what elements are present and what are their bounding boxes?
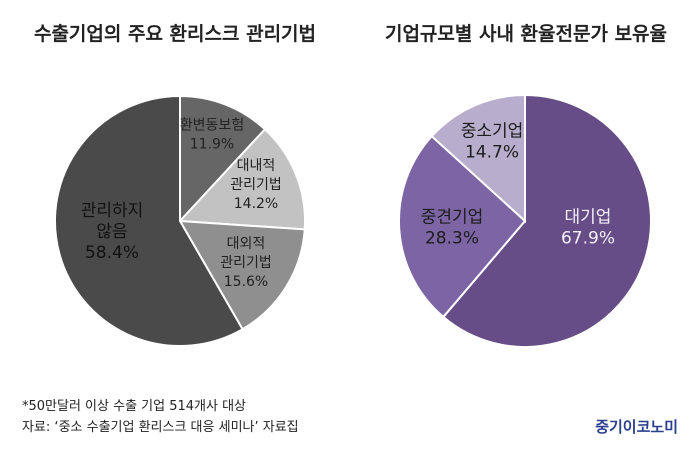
pie-slice-0-3 — [54, 94, 244, 347]
chart-title-risk-management: 수출기업의 주요 환리스크 관리기법 — [34, 23, 316, 45]
brand-logo: 중기이코노미 — [595, 418, 678, 436]
pie-slice-0-0 — [179, 94, 267, 224]
source-note: 자료: ‘중소 수출기업 환리스크 대응 세미나’ 자료집 — [22, 420, 299, 435]
pie-chart-fx-expert-ratio: 대기업 67.9% 중견기업 28.3% 중소기업 14.7% — [398, 93, 652, 348]
slice-label-0-0: 환변동보험 11.9% — [180, 118, 244, 153]
pie-slice-0-2 — [178, 219, 306, 331]
slice-label-0-3: 관리하지 않음 58.4% — [81, 201, 144, 263]
pie-slice-1-0 — [441, 93, 652, 348]
survey-note: *50만달러 이상 수출 기업 514개사 대상 — [22, 399, 246, 414]
chart-title-fx-expert-ratio: 기업규모별 사내 환율전문가 보유율 — [385, 23, 667, 45]
pie-chart-risk-management: 환변동보험 11.9% 대내적 관리기법 14.2% 대외적 관리기법 15.6% 관리하지 않음… — [54, 94, 307, 347]
slice-label-1-0: 대기업 67.9% — [561, 208, 615, 249]
slice-label-0-2: 대외적 관리기법 15.6% — [220, 236, 272, 290]
pie-slice-0-1 — [177, 127, 307, 231]
pie-slice-1-2 — [430, 93, 526, 224]
slice-label-1-1: 중견기업 28.3% — [421, 208, 484, 249]
slice-label-1-2: 중소기업 14.7% — [461, 122, 524, 163]
pie-slice-1-1 — [398, 134, 527, 319]
slice-label-0-1: 대내적 관리기법 14.2% — [230, 158, 282, 212]
